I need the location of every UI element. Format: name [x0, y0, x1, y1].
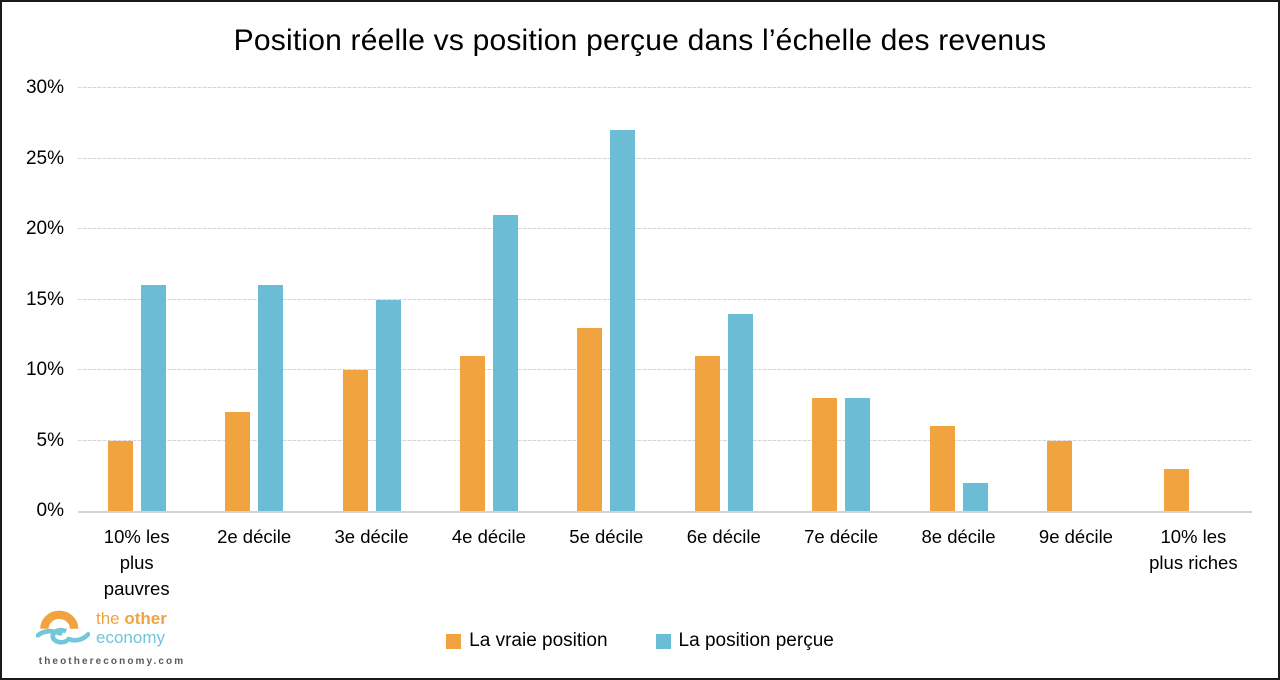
- bar-vraie-position: [459, 355, 485, 511]
- bar-group: [548, 88, 665, 511]
- logo-website: theothereconomy.com: [38, 656, 186, 667]
- logo-sun-wave-icon: [35, 604, 91, 653]
- x-axis-label: 5e décile: [569, 526, 644, 547]
- y-axis-tick-label: 15%: [25, 288, 64, 310]
- x-axis-label: 10% les plus pauvres: [103, 526, 170, 599]
- gridline: [78, 87, 1252, 88]
- x-axis-label: 2e décile: [217, 526, 292, 547]
- x-axis-label: 8e décile: [921, 526, 996, 547]
- legend-item-position-percue: La position perçue: [655, 630, 834, 652]
- bar-vraie-position: [694, 355, 720, 511]
- bar-group: [313, 88, 430, 511]
- bar-position-percue: [258, 285, 284, 511]
- y-axis-tick-label: 20%: [25, 218, 64, 240]
- x-axis-label: 7e décile: [804, 526, 879, 547]
- logo: the other economy theothereconomy.com: [35, 604, 188, 667]
- y-axis-tick-label: 0%: [36, 500, 64, 521]
- y-axis-tick-label: 25%: [25, 147, 64, 169]
- gridline: [78, 228, 1252, 230]
- x-axis-label: 4e décile: [451, 526, 526, 547]
- gridline: [78, 369, 1252, 371]
- bar-position-percue: [492, 214, 518, 511]
- y-axis-tick-label: 10%: [25, 359, 64, 381]
- bar-vraie-position: [107, 440, 133, 511]
- bar-position-percue: [375, 299, 401, 511]
- plot-area: [78, 87, 1252, 513]
- bar-group: [78, 88, 195, 511]
- bar-vraie-position: [1046, 440, 1072, 511]
- legend-label-vraie-position: La vraie position: [469, 630, 608, 651]
- bar-group: [665, 88, 782, 511]
- bar-position-percue: [962, 482, 988, 511]
- y-axis-tick-label: 5%: [36, 429, 64, 451]
- bar-vraie-position: [929, 426, 955, 511]
- logo-word-the: the: [96, 609, 125, 629]
- bar-position-percue: [140, 285, 166, 511]
- legend-item-vraie-position: La vraie position: [446, 630, 608, 652]
- gridline: [78, 298, 1252, 300]
- bars-container: [78, 88, 1252, 511]
- bar-position-percue: [845, 398, 871, 511]
- bar-vraie-position: [225, 412, 251, 511]
- legend-swatch-vraie-position: [446, 633, 462, 649]
- x-axis-label: 9e décile: [1038, 526, 1113, 547]
- gridline: [78, 157, 1252, 159]
- bar-vraie-position: [577, 327, 603, 511]
- bar-group: [782, 88, 899, 511]
- legend: La vraie position La position perçue: [0, 630, 1280, 652]
- bar-group: [1017, 88, 1134, 511]
- bar-vraie-position: [812, 398, 838, 511]
- bar-vraie-position: [342, 370, 368, 511]
- x-axis-label: 10% les plus riches: [1149, 526, 1238, 573]
- bar-vraie-position: [1164, 468, 1190, 511]
- chart-title: Position réelle vs position perçue dans …: [233, 24, 1047, 57]
- bar-group: [1135, 88, 1252, 511]
- bar-position-percue: [610, 130, 636, 511]
- legend-label-position-percue: La position perçue: [678, 630, 834, 651]
- bar-group: [900, 88, 1017, 511]
- x-axis: 10% les plus pauvres 2e décile 3e décile 4e…: [78, 524, 1252, 602]
- logo-wordmark: the other economy: [96, 609, 167, 647]
- logo-word-other: other: [124, 609, 167, 629]
- bar-group: [195, 88, 312, 511]
- legend-swatch-position-percue: [655, 633, 671, 649]
- x-axis-label: 3e décile: [334, 526, 409, 547]
- gridline: [78, 439, 1252, 441]
- y-axis: 0% 5% 10% 15% 20% 25% 30%: [0, 77, 70, 521]
- y-axis-tick-label: 30%: [25, 77, 64, 98]
- bar-group: [430, 88, 547, 511]
- bar-position-percue: [727, 313, 753, 511]
- logo-word-economy: economy: [96, 627, 165, 647]
- x-axis-label: 6e décile: [686, 526, 761, 547]
